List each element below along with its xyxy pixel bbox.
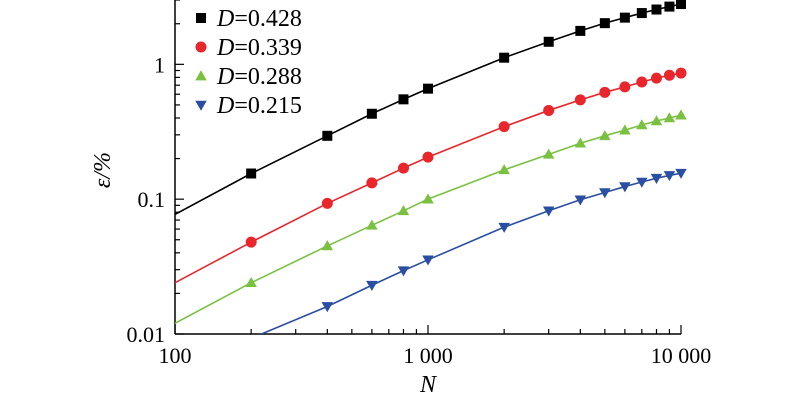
y-tick-label: 0.01	[127, 322, 166, 347]
y-tick-label: 0.1	[138, 187, 166, 212]
data-point	[619, 182, 631, 193]
data-point	[599, 188, 611, 199]
data-point	[663, 112, 676, 123]
data-point	[543, 104, 555, 116]
data-point	[245, 276, 257, 288]
legend-item: D=0.215	[195, 93, 302, 119]
legend-marker	[195, 41, 207, 53]
data-point	[321, 302, 334, 313]
data-point	[619, 81, 631, 93]
legend-label: D=0.288	[216, 64, 302, 90]
data-point	[422, 151, 434, 163]
x-tick-label: 10 000	[651, 343, 712, 368]
x-tick-label: 1 000	[403, 343, 453, 368]
data-point	[676, 0, 686, 10]
data-point	[574, 94, 586, 106]
data-point	[636, 8, 647, 19]
data-point	[542, 206, 555, 217]
data-point	[321, 240, 334, 251]
legend-marker	[196, 13, 206, 23]
data-point	[366, 177, 378, 189]
data-point	[663, 69, 675, 81]
data-point	[397, 205, 410, 216]
series-fit-line	[175, 114, 681, 325]
data-point	[366, 219, 378, 230]
data-point	[499, 52, 510, 63]
data-point	[423, 83, 433, 94]
legend-item: D=0.288	[195, 64, 302, 90]
data-point	[397, 266, 410, 277]
legend-item: D=0.428	[196, 6, 302, 32]
series-3	[175, 109, 687, 325]
y-axis-label: ε/%	[90, 152, 116, 188]
data-point	[422, 193, 434, 204]
legend-label: D=0.339	[216, 35, 302, 61]
data-point	[398, 94, 409, 105]
data-point	[651, 4, 662, 15]
legend: D=0.428 D=0.339 D=0.288 D=0.215	[195, 6, 302, 119]
data-point	[245, 236, 257, 248]
series-layer	[175, 0, 687, 334]
data-point	[543, 36, 554, 47]
data-point	[498, 121, 510, 133]
data-point	[636, 177, 648, 188]
series-2	[175, 67, 687, 284]
data-point	[366, 280, 378, 291]
data-point	[664, 1, 675, 12]
series-1	[175, 0, 686, 216]
data-point	[422, 255, 434, 266]
legend-marker	[195, 100, 207, 111]
data-point	[246, 168, 257, 179]
data-point	[542, 148, 555, 159]
x-axis-label: N	[419, 372, 438, 398]
data-point	[599, 86, 611, 98]
data-point	[574, 137, 587, 148]
axis-ticks	[174, 0, 682, 335]
data-point	[675, 67, 687, 79]
data-point	[650, 72, 662, 84]
data-point	[498, 164, 510, 175]
data-point	[675, 109, 687, 120]
data-point	[650, 115, 663, 126]
legend-marker	[195, 70, 207, 81]
data-point	[619, 12, 630, 23]
legend-item: D=0.339	[195, 35, 302, 61]
x-tick-label: 100	[159, 343, 192, 368]
legend-label: D=0.428	[216, 6, 302, 32]
data-point	[366, 108, 377, 119]
data-point	[636, 76, 648, 88]
data-point	[397, 162, 409, 174]
legend-label: D=0.215	[216, 93, 302, 119]
data-point	[599, 18, 610, 29]
y-tick-label: 1	[154, 52, 165, 77]
data-point	[675, 168, 687, 179]
data-point	[574, 195, 587, 206]
axis-tick-labels: 100 1 000 10 000 0.01 0.1 1	[127, 52, 712, 368]
data-point	[650, 173, 663, 184]
series-4	[259, 168, 687, 334]
data-point	[663, 171, 676, 182]
data-point	[636, 119, 648, 130]
data-point	[321, 197, 333, 209]
data-point	[619, 124, 631, 135]
data-point	[575, 25, 586, 36]
data-point	[498, 222, 510, 233]
data-point	[322, 130, 333, 141]
data-point	[599, 130, 611, 141]
